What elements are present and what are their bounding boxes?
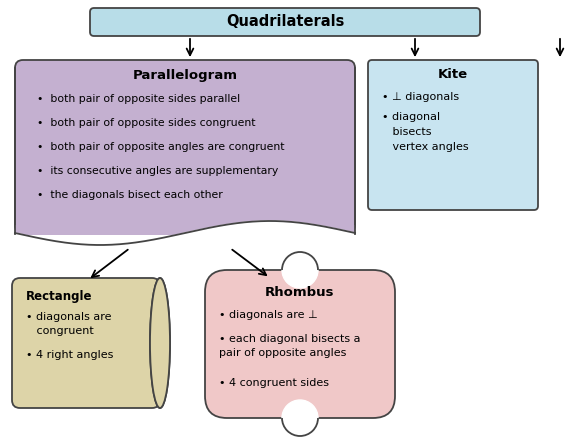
FancyBboxPatch shape bbox=[12, 278, 160, 408]
Circle shape bbox=[282, 400, 318, 436]
Polygon shape bbox=[15, 221, 355, 250]
Text: •  both pair of opposite sides parallel: • both pair of opposite sides parallel bbox=[37, 94, 240, 104]
Text: • 4 congruent sides: • 4 congruent sides bbox=[219, 378, 329, 388]
Text: Rhombus: Rhombus bbox=[265, 285, 335, 298]
Text: • each diagonal bisects a
pair of opposite angles: • each diagonal bisects a pair of opposi… bbox=[219, 334, 360, 358]
FancyBboxPatch shape bbox=[15, 60, 355, 233]
Text: • ⊥ diagonals: • ⊥ diagonals bbox=[382, 92, 459, 102]
Text: •  both pair of opposite sides congruent: • both pair of opposite sides congruent bbox=[37, 118, 255, 128]
Text: •  both pair of opposite angles are congruent: • both pair of opposite angles are congr… bbox=[37, 142, 285, 152]
Text: • diagonals are
   congruent: • diagonals are congruent bbox=[26, 312, 112, 336]
FancyBboxPatch shape bbox=[90, 8, 480, 36]
FancyBboxPatch shape bbox=[368, 60, 538, 210]
Text: • 4 right angles: • 4 right angles bbox=[26, 350, 113, 360]
Circle shape bbox=[282, 252, 318, 288]
Text: • diagonals are ⊥: • diagonals are ⊥ bbox=[219, 310, 318, 320]
Text: Rectangle: Rectangle bbox=[26, 290, 93, 303]
Text: •  the diagonals bisect each other: • the diagonals bisect each other bbox=[37, 190, 222, 200]
Text: •  its consecutive angles are supplementary: • its consecutive angles are supplementa… bbox=[37, 166, 278, 176]
Text: Quadrilaterals: Quadrilaterals bbox=[226, 14, 344, 30]
Text: Kite: Kite bbox=[438, 68, 468, 81]
Ellipse shape bbox=[150, 278, 170, 408]
Text: • diagonal
   bisects
   vertex angles: • diagonal bisects vertex angles bbox=[382, 112, 468, 151]
FancyBboxPatch shape bbox=[205, 270, 395, 418]
Ellipse shape bbox=[150, 278, 170, 408]
Text: Parallelogram: Parallelogram bbox=[133, 69, 238, 82]
Bar bbox=[15, 225, 355, 235]
